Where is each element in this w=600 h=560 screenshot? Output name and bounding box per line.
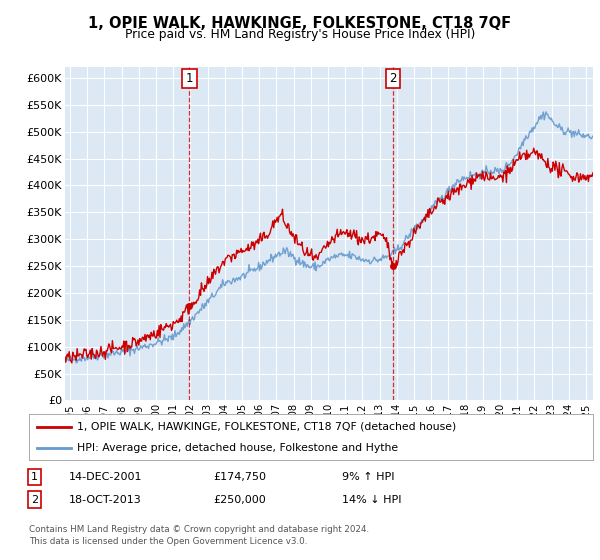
Text: £250,000: £250,000 (213, 494, 266, 505)
Text: Contains HM Land Registry data © Crown copyright and database right 2024.
This d: Contains HM Land Registry data © Crown c… (29, 525, 369, 546)
Text: 1: 1 (31, 472, 38, 482)
Text: 1: 1 (186, 72, 193, 85)
Text: 14% ↓ HPI: 14% ↓ HPI (342, 494, 401, 505)
Text: 2: 2 (31, 494, 38, 505)
Text: 1, OPIE WALK, HAWKINGE, FOLKESTONE, CT18 7QF: 1, OPIE WALK, HAWKINGE, FOLKESTONE, CT18… (88, 16, 512, 31)
Text: 14-DEC-2001: 14-DEC-2001 (69, 472, 143, 482)
Text: HPI: Average price, detached house, Folkestone and Hythe: HPI: Average price, detached house, Folk… (77, 443, 398, 453)
Text: 9% ↑ HPI: 9% ↑ HPI (342, 472, 395, 482)
Text: 1, OPIE WALK, HAWKINGE, FOLKESTONE, CT18 7QF (detached house): 1, OPIE WALK, HAWKINGE, FOLKESTONE, CT18… (77, 422, 456, 432)
Text: Price paid vs. HM Land Registry's House Price Index (HPI): Price paid vs. HM Land Registry's House … (125, 28, 475, 41)
Text: 2: 2 (389, 72, 397, 85)
Text: 18-OCT-2013: 18-OCT-2013 (69, 494, 142, 505)
Text: £174,750: £174,750 (213, 472, 266, 482)
